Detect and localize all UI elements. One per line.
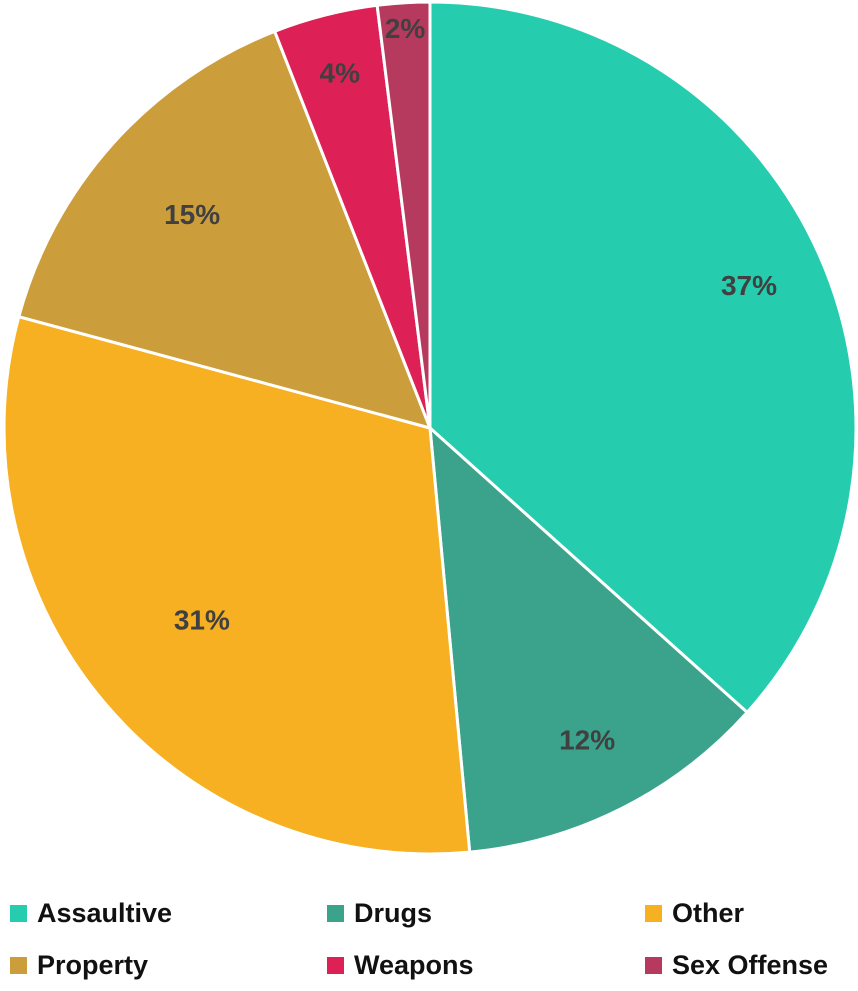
data-label-sex-offense: 2% bbox=[385, 13, 426, 44]
legend-item-assaultive: Assaultive bbox=[10, 888, 172, 938]
pie-data-labels: 37% 12% 31% 15% 4% 2% bbox=[164, 13, 777, 756]
pie-slice-drugs bbox=[428, 424, 750, 854]
legend-item-weapons: Weapons bbox=[327, 940, 474, 990]
pie-slice-property bbox=[16, 29, 433, 431]
legend-swatch-other bbox=[645, 904, 662, 922]
pie-slice-other bbox=[2, 314, 472, 856]
legend-swatch-sex-offense bbox=[645, 956, 662, 974]
legend-item-other: Other bbox=[645, 888, 744, 938]
pie-slice-assaultive bbox=[428, 0, 858, 715]
legend-swatch-property bbox=[10, 956, 27, 974]
chart-legend: Assaultive Drugs Other Property Weapons … bbox=[0, 888, 858, 991]
legend-swatch-weapons bbox=[327, 956, 344, 974]
data-label-other: 31% bbox=[174, 605, 230, 636]
legend-label-weapons: Weapons bbox=[354, 949, 474, 980]
legend-swatch-drugs bbox=[327, 904, 344, 922]
data-label-property: 15% bbox=[164, 199, 220, 230]
pie-slices bbox=[2, 0, 858, 856]
pie-slice-sex-offense bbox=[375, 0, 432, 429]
pie-chart: 37% 12% 31% 15% 4% 2% bbox=[2, 0, 858, 856]
data-label-weapons: 4% bbox=[320, 57, 361, 88]
legend-label-sex-offense: Sex Offense bbox=[672, 949, 829, 980]
legend-label-drugs: Drugs bbox=[354, 897, 433, 928]
legend-label-assaultive: Assaultive bbox=[37, 897, 173, 928]
legend-item-sex-offense: Sex Offense bbox=[645, 940, 828, 990]
legend-item-drugs: Drugs bbox=[327, 888, 432, 938]
data-label-assaultive: 37% bbox=[721, 270, 777, 301]
legend-swatch-assaultive bbox=[10, 904, 27, 922]
legend-label-property: Property bbox=[37, 949, 149, 980]
legend-label-other: Other bbox=[672, 897, 745, 928]
legend-item-property: Property bbox=[10, 940, 148, 990]
data-label-drugs: 12% bbox=[559, 724, 615, 755]
